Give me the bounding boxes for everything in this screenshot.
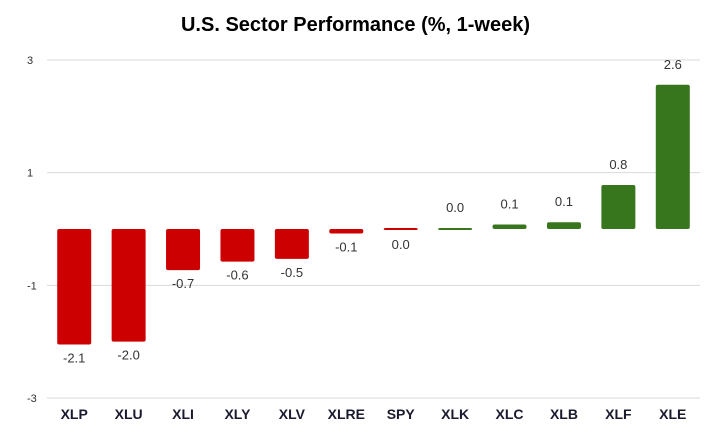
data-label: -2.0 <box>117 348 139 363</box>
grid-layer <box>47 59 700 399</box>
bar-xlf[interactable] <box>601 185 636 229</box>
bar-xlc[interactable] <box>492 224 527 229</box>
data-label: -2.1 <box>63 350 85 365</box>
bar-xlk[interactable] <box>438 228 473 230</box>
x-tick-label: XLP <box>61 406 88 422</box>
data-label: 0.8 <box>609 157 627 172</box>
data-label: -0.1 <box>335 240 357 255</box>
x-tick-label: XLC <box>496 406 524 422</box>
data-label: 2.6 <box>664 57 682 72</box>
data-label: 0.0 <box>446 200 464 215</box>
bar-xli[interactable] <box>166 229 201 271</box>
x-tick-label: SPY <box>387 406 416 422</box>
bar-xlb[interactable] <box>546 222 581 229</box>
data-label: 0.0 <box>392 237 410 252</box>
x-tick-label: XLI <box>172 406 194 422</box>
bar-layer <box>57 84 690 345</box>
x-tick-label: XLU <box>115 406 143 422</box>
data-label: -0.7 <box>172 276 194 291</box>
x-tick-label: XLF <box>605 406 632 422</box>
x-tick-label: XLRE <box>328 406 365 422</box>
data-label: 0.1 <box>501 196 519 211</box>
data-label: -0.6 <box>226 268 248 283</box>
data-label: -0.5 <box>281 265 303 280</box>
x-tick-label: XLK <box>441 406 469 422</box>
bar-xle[interactable] <box>655 84 690 229</box>
y-tick-label: 1 <box>27 168 33 180</box>
x-tick-label: XLE <box>659 406 686 422</box>
bar-xlre[interactable] <box>329 229 364 234</box>
bar-xlv[interactable] <box>274 229 309 259</box>
y-tick-label: -1 <box>27 280 37 292</box>
chart-title: U.S. Sector Performance (%, 1-week) <box>180 14 530 36</box>
data-label: 0.1 <box>555 194 573 209</box>
y-tick-label: -3 <box>27 393 37 405</box>
bar-spy[interactable] <box>383 228 418 230</box>
y-tick-label: 3 <box>27 55 33 67</box>
label-layer: 3 1 -1 -3 -2.1 XLP -2.0 XLU -0.7 XLI -0.6 XLY -0.5 XL… <box>27 55 686 422</box>
bar-xlp[interactable] <box>57 229 92 345</box>
x-tick-label: XLB <box>550 406 578 422</box>
x-tick-label: XLV <box>279 406 306 422</box>
bar-xly[interactable] <box>220 229 255 262</box>
x-tick-label: XLY <box>224 406 251 422</box>
bar-xlu[interactable] <box>111 229 146 342</box>
